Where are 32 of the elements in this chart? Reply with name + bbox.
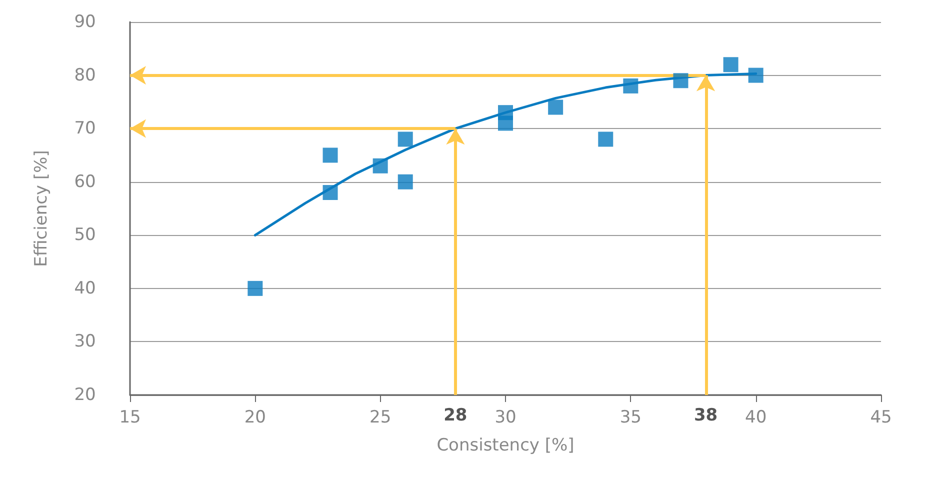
x-tick-label: 15 [119, 408, 141, 428]
point [723, 57, 738, 72]
point [548, 100, 564, 115]
y-tick-label: 70 [74, 118, 96, 139]
x-tick-label: 20 [244, 408, 266, 428]
point [248, 280, 263, 296]
x-tick-label: 35 [620, 408, 642, 428]
x-tick-label: 45 [870, 408, 892, 428]
x-tick-label: 25 [370, 408, 392, 428]
y-axis-title: Efficiency [%] [32, 150, 52, 267]
point [673, 73, 688, 88]
y-tick-label: 50 [74, 225, 96, 246]
y-tick-label: 40 [74, 278, 96, 298]
point [748, 68, 764, 83]
annotation: 28 [444, 406, 468, 426]
point [498, 116, 513, 131]
y-tick-label: 90 [74, 12, 96, 32]
point [372, 158, 388, 174]
y-tick-label: 60 [74, 172, 96, 192]
x-tick-label: 40 [745, 408, 767, 428]
point [623, 78, 638, 94]
point [598, 132, 614, 147]
point [322, 185, 338, 200]
y-tick-label: 80 [74, 65, 96, 86]
x-tick-label: 30 [494, 408, 516, 428]
point [398, 174, 413, 190]
annotation: 38 [694, 406, 718, 426]
point [322, 148, 338, 163]
point [398, 132, 413, 147]
y-tick-label: 20 [74, 385, 96, 405]
x-axis-title: Consistency [%] [436, 436, 574, 456]
y-tick-label: 30 [74, 332, 96, 352]
